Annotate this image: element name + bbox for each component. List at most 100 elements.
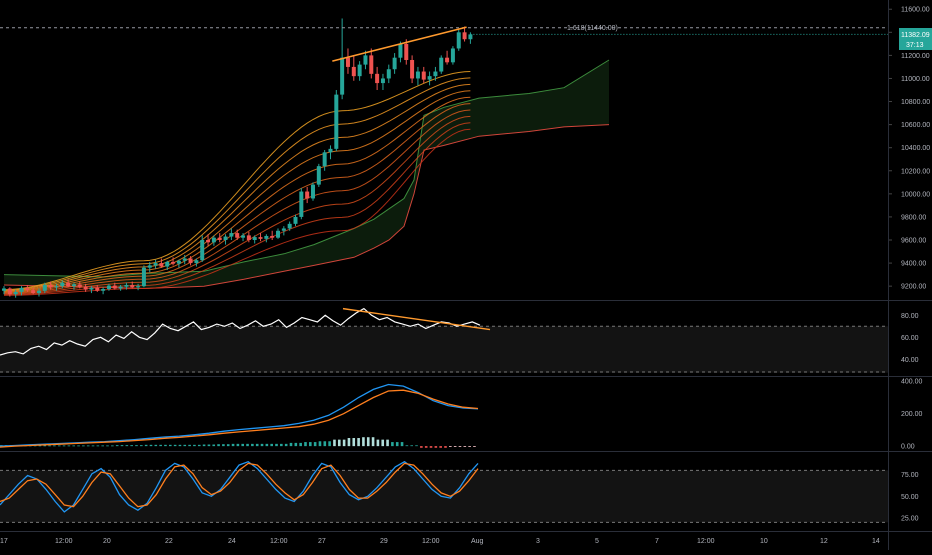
macd-hist-bar-72 bbox=[347, 438, 351, 447]
candle-body-40 bbox=[235, 233, 240, 238]
macd-pane[interactable] bbox=[0, 383, 479, 448]
macd-hist-bar-98 bbox=[473, 446, 476, 447]
candle-body-65 bbox=[380, 78, 385, 84]
macd-hist-bar-27 bbox=[130, 445, 133, 447]
macd-hist-bar-83 bbox=[400, 442, 404, 447]
candle-body-9 bbox=[54, 286, 59, 288]
macd-hist-bar-52 bbox=[251, 443, 254, 447]
candle-body-0 bbox=[2, 288, 6, 291]
macd-hist-bar-81 bbox=[391, 442, 394, 447]
ma-ribbon-line-9 bbox=[3, 128, 471, 296]
time-tick-label-6: 27 bbox=[318, 538, 326, 545]
macd-hist-bar-61 bbox=[294, 442, 298, 447]
time-tick-label-15: 12 bbox=[820, 538, 828, 545]
macd-hist-bar-74 bbox=[357, 438, 360, 447]
candle-body-11 bbox=[66, 282, 71, 287]
macd-hist-bar-42 bbox=[202, 444, 206, 447]
candle-body-59 bbox=[345, 57, 350, 67]
macd-hist-bar-77 bbox=[371, 437, 375, 447]
macd-hist-bar-78 bbox=[376, 439, 380, 447]
price-pane[interactable] bbox=[0, 18, 888, 298]
macd-hist-bar-29 bbox=[140, 445, 143, 447]
candle-body-52 bbox=[305, 191, 310, 199]
candle-body-39 bbox=[229, 233, 234, 237]
macd-hist-bar-50 bbox=[241, 443, 245, 447]
stoch-axis[interactable]: 75.00 50.00 25.00 bbox=[901, 472, 919, 522]
candle-body-49 bbox=[287, 223, 292, 229]
candle-body-29 bbox=[171, 261, 176, 264]
macd-axis[interactable]: 400.00 200.00 0.00 bbox=[901, 379, 923, 451]
candle-body-47 bbox=[276, 230, 281, 238]
candle-body-75 bbox=[439, 57, 444, 72]
candle-body-27 bbox=[159, 263, 164, 267]
candle-body-43 bbox=[252, 237, 257, 240]
time-axis[interactable]: 17 12:00 20 22 24 12:00 27 29 12:00 Aug 3 5 7 12:00 10… bbox=[0, 538, 880, 545]
candle-body-26 bbox=[153, 263, 158, 266]
ma-ribbon-line-3 bbox=[3, 90, 471, 292]
price-tick-label-11: 9400.00 bbox=[901, 261, 926, 268]
macd-hist-bar-23 bbox=[111, 445, 114, 447]
macd-hist-bar-69 bbox=[333, 439, 336, 447]
price-tick-label-4: 10800.00 bbox=[901, 99, 930, 106]
time-tick-label-3: 22 bbox=[165, 538, 173, 545]
candle-body-80 bbox=[468, 34, 473, 40]
price-tick-label-8: 10000.00 bbox=[901, 191, 930, 198]
stoch-d-line bbox=[0, 462, 479, 508]
candle-body-6 bbox=[36, 290, 41, 294]
candle-body-72 bbox=[421, 71, 426, 80]
candle-body-46 bbox=[270, 235, 275, 238]
macd-hist-bar-10 bbox=[48, 445, 51, 447]
macd-hist-bar-12 bbox=[57, 445, 61, 447]
countdown-label: 37:13 bbox=[906, 42, 924, 49]
macd-hist-bar-64 bbox=[309, 442, 312, 447]
rsi-pane[interactable] bbox=[0, 307, 888, 373]
candle-body-7 bbox=[42, 285, 47, 291]
candle-body-42 bbox=[246, 235, 251, 240]
candle-body-37 bbox=[217, 237, 222, 240]
macd-hist-bar-28 bbox=[135, 445, 138, 447]
macd-hist-bar-25 bbox=[120, 445, 124, 447]
candle-body-74 bbox=[433, 71, 438, 77]
time-tick-label-1: 12:00 bbox=[55, 538, 73, 545]
candle-body-17 bbox=[101, 289, 106, 291]
macd-hist-bar-19 bbox=[91, 445, 95, 447]
macd-hist-bar-76 bbox=[366, 437, 370, 447]
macd-hist-bar-79 bbox=[381, 439, 385, 447]
macd-hist-bar-67 bbox=[323, 441, 327, 447]
ma-ribbon-line-1 bbox=[3, 77, 471, 291]
candle-body-67 bbox=[392, 57, 397, 70]
time-tick-label-5: 12:00 bbox=[270, 538, 288, 545]
time-tick-label-16: 14 bbox=[872, 538, 880, 545]
candle-body-19 bbox=[112, 285, 117, 289]
macd-hist-bar-13 bbox=[62, 445, 66, 447]
macd-hist-bar-90 bbox=[434, 446, 438, 448]
stoch-tick-label-0: 75.00 bbox=[901, 472, 919, 479]
macd-hist-bar-8 bbox=[38, 445, 42, 447]
cloud-red-line bbox=[3, 124, 610, 290]
candle-body-61 bbox=[357, 64, 362, 77]
macd-hist-bar-46 bbox=[222, 444, 225, 447]
macd-hist-bar-51 bbox=[246, 443, 249, 447]
macd-hist-bar-70 bbox=[337, 439, 341, 447]
time-tick-label-10: 3 bbox=[536, 538, 540, 545]
candle-body-1 bbox=[7, 288, 12, 295]
candle-body-64 bbox=[375, 73, 380, 84]
price-tick-label-10: 9600.00 bbox=[901, 238, 926, 245]
candle-body-35 bbox=[206, 240, 211, 243]
macd-hist-bar-26 bbox=[125, 445, 129, 447]
macd-hist-bar-33 bbox=[159, 444, 162, 447]
rsi-axis[interactable]: 80.00 60.00 40.00 bbox=[901, 313, 919, 364]
macd-hist-bar-31 bbox=[149, 444, 153, 447]
macd-hist-bar-91 bbox=[439, 446, 442, 448]
macd-hist-bar-21 bbox=[101, 445, 104, 447]
stoch-pane[interactable] bbox=[0, 460, 888, 523]
time-tick-label-9: Aug bbox=[471, 538, 484, 545]
candle-body-33 bbox=[194, 260, 199, 264]
macd-hist-bar-87 bbox=[420, 446, 423, 448]
stoch-k-line bbox=[0, 460, 479, 513]
macd-hist-bar-93 bbox=[449, 446, 452, 447]
macd-hist-bar-37 bbox=[178, 444, 182, 447]
macd-hist-bar-68 bbox=[328, 441, 331, 447]
current-price-label: 11382.09 bbox=[901, 32, 930, 39]
